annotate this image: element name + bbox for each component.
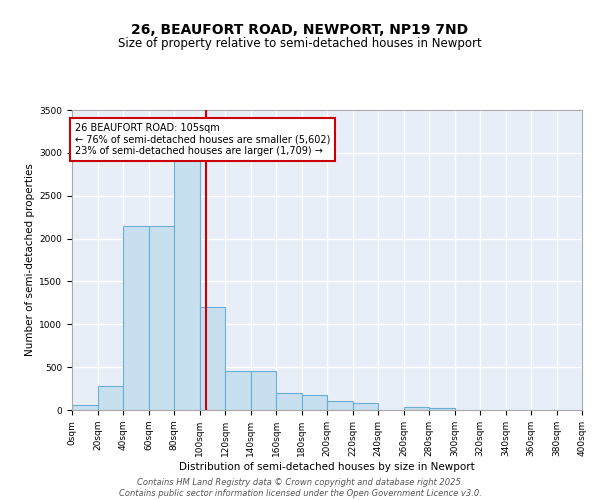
- Bar: [429, 408, 455, 410]
- Y-axis label: Number of semi-detached properties: Number of semi-detached properties: [25, 164, 35, 356]
- Bar: [225, 372, 251, 410]
- Bar: [302, 394, 327, 410]
- Bar: [353, 403, 378, 410]
- Bar: [276, 393, 302, 410]
- Bar: [72, 405, 97, 410]
- Bar: [123, 226, 149, 410]
- Bar: [327, 402, 353, 410]
- Bar: [404, 406, 429, 410]
- Bar: [199, 307, 225, 410]
- Text: Contains HM Land Registry data © Crown copyright and database right 2025.
Contai: Contains HM Land Registry data © Crown c…: [119, 478, 481, 498]
- Bar: [97, 386, 123, 410]
- Text: 26, BEAUFORT ROAD, NEWPORT, NP19 7ND: 26, BEAUFORT ROAD, NEWPORT, NP19 7ND: [131, 22, 469, 36]
- Bar: [149, 226, 174, 410]
- X-axis label: Distribution of semi-detached houses by size in Newport: Distribution of semi-detached houses by …: [179, 462, 475, 471]
- Text: Size of property relative to semi-detached houses in Newport: Size of property relative to semi-detach…: [118, 38, 482, 51]
- Bar: [251, 372, 276, 410]
- Text: 26 BEAUFORT ROAD: 105sqm
← 76% of semi-detached houses are smaller (5,602)
23% o: 26 BEAUFORT ROAD: 105sqm ← 76% of semi-d…: [74, 123, 330, 156]
- Bar: [174, 153, 199, 410]
